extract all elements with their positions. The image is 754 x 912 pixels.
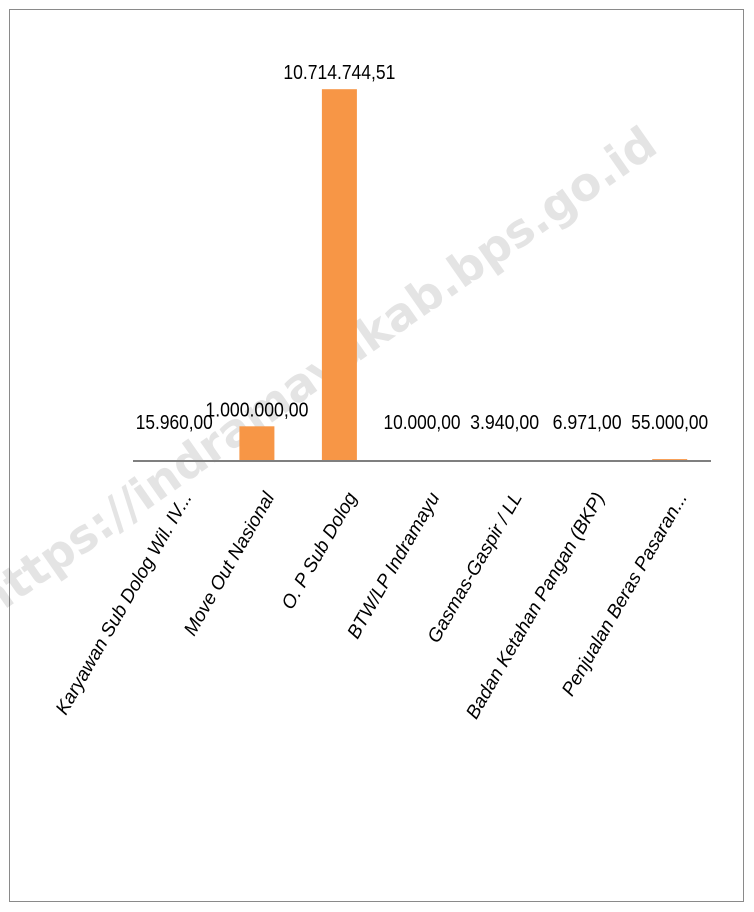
bar-3 xyxy=(321,89,357,461)
data-label-5: 3.940,00 xyxy=(470,412,539,434)
data-label-4: 10.000,00 xyxy=(384,412,461,434)
category-label-3: O. P Sub Dolog xyxy=(278,489,362,614)
category-label-5: Gasmas-Gaspir / LL xyxy=(424,489,527,647)
category-label-6: Badan Ketahan Pangan (BKP) xyxy=(462,489,609,723)
category-label-2: Move Out Nasional xyxy=(180,488,279,639)
category-label-4: BTW/LP Indramayu xyxy=(344,489,445,643)
data-label-2: 1.000.000,00 xyxy=(205,399,308,421)
data-label-7: 55.000,00 xyxy=(631,412,708,434)
data-label-6: 6.971,00 xyxy=(553,412,622,434)
chart-frame xyxy=(9,9,744,902)
data-label-3: 10.714.744,51 xyxy=(283,62,395,84)
bar-2 xyxy=(239,426,275,461)
data-label-1: 15.960,00 xyxy=(136,412,213,434)
